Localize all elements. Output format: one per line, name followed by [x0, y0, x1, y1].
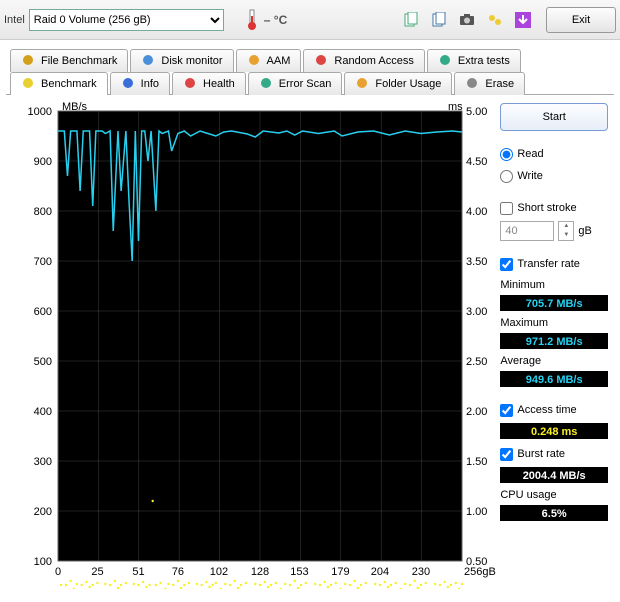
svg-text:51: 51	[132, 566, 144, 578]
tab-random-access[interactable]: Random Access	[303, 49, 424, 72]
start-button[interactable]: Start	[500, 103, 608, 131]
svg-text:3.00: 3.00	[466, 306, 487, 318]
transfer-check[interactable]	[500, 258, 513, 271]
svg-text:1.00: 1.00	[466, 506, 487, 518]
burst-check[interactable]	[500, 448, 513, 461]
drive-label: Intel	[4, 14, 25, 26]
stroke-unit: gB	[578, 225, 591, 237]
svg-text:0: 0	[55, 566, 61, 578]
drive-select[interactable]: Raid 0 Volume (256 gB)	[29, 9, 224, 31]
access-label: Access time	[517, 404, 576, 416]
svg-text:600: 600	[34, 306, 52, 318]
svg-text:25: 25	[91, 566, 103, 578]
svg-text:204: 204	[371, 566, 389, 578]
tab-icon	[247, 53, 263, 69]
svg-text:1.50: 1.50	[466, 456, 487, 468]
tab-erase[interactable]: Erase	[454, 72, 525, 95]
tab-icon	[314, 53, 330, 69]
max-label: Maximum	[500, 317, 608, 329]
short-stroke-label: Short stroke	[517, 202, 576, 214]
tab-icon	[21, 76, 37, 92]
tab-icon	[141, 53, 157, 69]
svg-text:256gB: 256gB	[464, 566, 496, 578]
svg-text:500: 500	[34, 356, 52, 368]
svg-text:4.00: 4.00	[466, 206, 487, 218]
svg-text:153: 153	[290, 566, 308, 578]
transfer-label: Transfer rate	[517, 258, 580, 270]
svg-text:400: 400	[34, 406, 52, 418]
avg-value: 949.6 MB/s	[500, 371, 608, 387]
tab-icon	[21, 53, 37, 69]
svg-text:76: 76	[172, 566, 184, 578]
read-label: Read	[517, 148, 543, 160]
access-value: 0.248 ms	[500, 423, 608, 439]
svg-text:900: 900	[34, 156, 52, 168]
tab-icon	[465, 76, 481, 92]
read-radio[interactable]	[500, 148, 513, 161]
svg-text:700: 700	[34, 256, 52, 268]
svg-text:800: 800	[34, 206, 52, 218]
tab-aam[interactable]: AAM	[236, 49, 302, 72]
svg-text:3.50: 3.50	[466, 256, 487, 268]
cpu-value: 6.5%	[500, 505, 608, 521]
toolbar-btn-2[interactable]	[426, 7, 452, 33]
tab-icon	[183, 76, 199, 92]
svg-text:100: 100	[34, 556, 52, 568]
exit-button[interactable]: Exit	[546, 7, 616, 33]
svg-text:230: 230	[412, 566, 430, 578]
avg-label: Average	[500, 355, 608, 367]
tab-benchmark[interactable]: Benchmark	[10, 72, 108, 95]
svg-text:102: 102	[210, 566, 228, 578]
svg-text:2.50: 2.50	[466, 356, 487, 368]
svg-text:2.00: 2.00	[466, 406, 487, 418]
svg-text:4.50: 4.50	[466, 156, 487, 168]
top-toolbar: Intel Raid 0 Volume (256 gB) – °C Exit	[0, 0, 620, 40]
svg-text:5.00: 5.00	[466, 106, 487, 118]
write-radio[interactable]	[500, 170, 513, 183]
tab-disk-monitor[interactable]: Disk monitor	[130, 49, 233, 72]
access-check[interactable]	[500, 404, 513, 417]
toolbar-btn-4[interactable]	[482, 7, 508, 33]
tab-icon	[355, 76, 371, 92]
max-value: 971.2 MB/s	[500, 333, 608, 349]
stroke-input[interactable]	[500, 221, 554, 241]
temperature-value: – °C	[264, 13, 287, 27]
thermometer-icon	[244, 8, 260, 32]
toolbar-btn-5[interactable]	[510, 7, 536, 33]
tab-icon	[121, 76, 137, 92]
stroke-spinner[interactable]: ▲▼	[558, 221, 574, 241]
svg-text:300: 300	[34, 456, 52, 468]
tab-container: File BenchmarkDisk monitorAAMRandom Acce…	[0, 40, 620, 595]
tab-icon	[438, 53, 454, 69]
write-label: Write	[517, 170, 542, 182]
tab-folder-usage[interactable]: Folder Usage	[344, 72, 452, 95]
tab-extra-tests[interactable]: Extra tests	[427, 49, 521, 72]
min-label: Minimum	[500, 279, 608, 291]
side-panel: Start Read Write Short stroke ▲▼ gB Tran…	[500, 101, 608, 589]
short-stroke-check[interactable]	[500, 202, 513, 215]
burst-label: Burst rate	[517, 448, 565, 460]
tab-icon	[259, 76, 275, 92]
cpu-label: CPU usage	[500, 489, 608, 501]
tab-health[interactable]: Health	[172, 72, 246, 95]
svg-text:1000: 1000	[28, 106, 52, 118]
svg-text:200: 200	[34, 506, 52, 518]
chart-area: MB/sms10009008007006005004003002001005.0…	[8, 101, 496, 589]
tabbar: File BenchmarkDisk monitorAAMRandom Acce…	[6, 48, 614, 95]
svg-text:179: 179	[331, 566, 349, 578]
svg-text:128: 128	[251, 566, 269, 578]
toolbar-btn-1[interactable]	[398, 7, 424, 33]
burst-value: 2004.4 MB/s	[500, 467, 608, 483]
tab-file-benchmark[interactable]: File Benchmark	[10, 49, 128, 72]
tab-error-scan[interactable]: Error Scan	[248, 72, 343, 95]
screenshot-icon[interactable]	[454, 7, 480, 33]
tab-info[interactable]: Info	[110, 72, 170, 95]
min-value: 705.7 MB/s	[500, 295, 608, 311]
